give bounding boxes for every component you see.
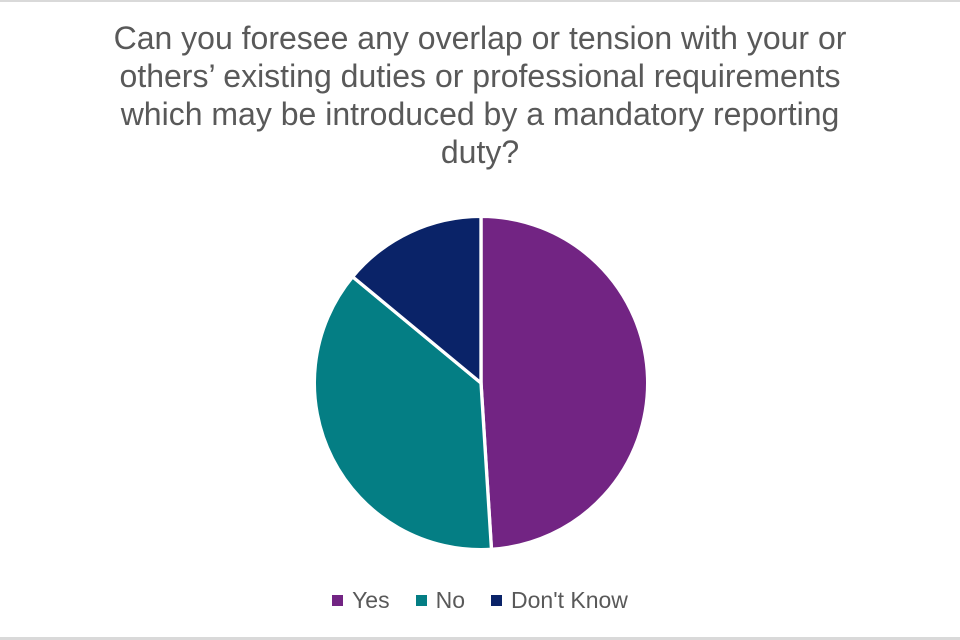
chart-title-line-4: duty? xyxy=(440,134,520,170)
legend-marker-no-icon xyxy=(415,595,427,606)
chart-title: Can you foresee any overlap or tension w… xyxy=(40,19,920,171)
legend-marker-dont-know-icon xyxy=(491,595,503,606)
chart-title-line-1: Can you foresee any overlap or tension w… xyxy=(113,20,847,56)
legend-marker-yes-icon xyxy=(332,595,344,606)
legend-label-yes: Yes xyxy=(352,587,390,613)
chart-title-line-2: others’ existing duties or professional … xyxy=(119,58,841,94)
chart-title-line-3: which may be introduced by a mandatory r… xyxy=(120,96,840,132)
pie-slice-no xyxy=(312,275,494,552)
legend-item-yes: Yes xyxy=(332,587,390,614)
legend-item-dont-know: Don't Know xyxy=(491,587,628,614)
pie-chart xyxy=(312,214,650,552)
pie-slice-yes xyxy=(479,214,650,552)
legend-label-dont-know: Don't Know xyxy=(511,587,628,613)
pie-slice-don-t-know xyxy=(350,214,483,385)
chart-legend: Yes No Don't Know xyxy=(0,587,960,614)
legend-item-no: No xyxy=(415,587,466,614)
legend-label-no: No xyxy=(435,587,466,613)
